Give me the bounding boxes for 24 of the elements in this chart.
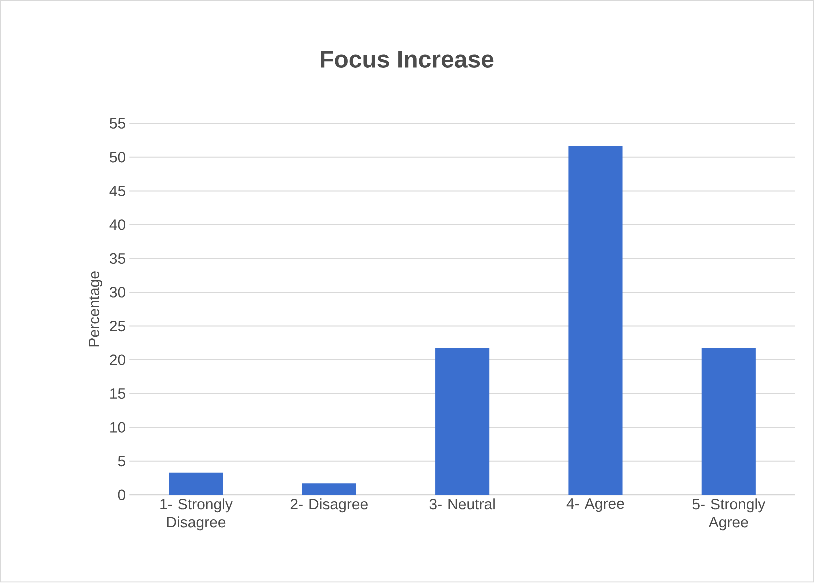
x-tick-label: 5- Strongly Agree (692, 498, 766, 531)
bar (436, 348, 490, 496)
x-tick-label: 1- Strongly Disagree (160, 498, 233, 531)
y-tick-label: 15 (110, 388, 126, 400)
x-tick-label: 2- Disagree (290, 498, 368, 513)
y-tick-label: 20 (110, 354, 126, 366)
x-tick-label: 3- Neutral (430, 498, 495, 510)
y-tick-label: 25 (110, 321, 126, 332)
y-tick-label: 5 (118, 456, 126, 467)
y-tick-label: 40 (110, 220, 126, 230)
bar (302, 484, 356, 496)
bar (169, 472, 224, 496)
y-tick-label: 10 (110, 422, 126, 434)
y-tick-label: 55 (110, 118, 126, 130)
y-tick-label: 50 (110, 152, 126, 163)
y-tick-label: 30 (110, 287, 126, 298)
y-axis-title: Percentage (89, 272, 103, 347)
x-tick-label: 4- Agree (566, 498, 624, 512)
bar (568, 146, 623, 496)
chart-title: Focus Increase (321, 51, 494, 68)
y-tick-label: 45 (110, 186, 126, 197)
bar (702, 348, 756, 496)
y-tick-label: 0 (118, 490, 126, 501)
y-tick-label: 35 (110, 254, 126, 264)
